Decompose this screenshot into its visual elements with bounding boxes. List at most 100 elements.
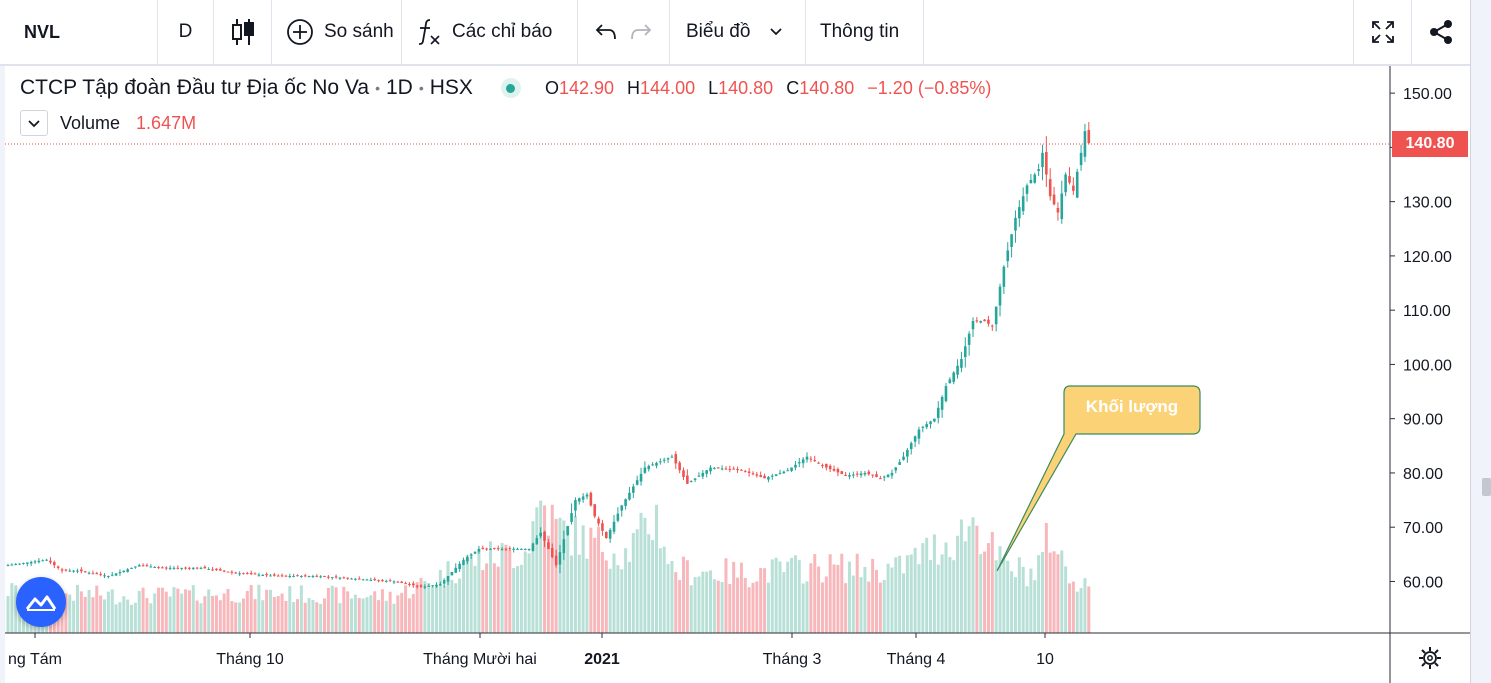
candle-body	[597, 518, 600, 524]
legend-separator: •	[418, 80, 424, 96]
volume-bar	[1010, 571, 1014, 633]
indicators-button[interactable]: Các chỉ báo	[402, 0, 578, 64]
volume-bar	[311, 599, 315, 633]
interval-button[interactable]: D	[158, 0, 214, 64]
candle-body	[1083, 131, 1087, 157]
volume-bar	[72, 600, 76, 633]
candle-body	[983, 319, 986, 322]
candle-body	[817, 462, 820, 464]
volume-bar	[64, 593, 68, 633]
volume-bar	[195, 600, 199, 633]
candle-body	[697, 475, 701, 477]
compare-button[interactable]: So sánh	[272, 0, 402, 64]
volume-bar	[543, 505, 547, 633]
market-status-icon[interactable]	[500, 78, 521, 98]
volume-bar	[330, 585, 334, 633]
low-key: L	[708, 77, 719, 98]
volume-bar	[191, 585, 195, 633]
volume-bar	[940, 554, 944, 633]
volume-bar	[299, 585, 303, 633]
info-button[interactable]: Thông tin	[806, 0, 924, 64]
undo-icon[interactable]	[594, 22, 618, 42]
tradingview-logo[interactable]	[16, 577, 66, 627]
volume-bar	[203, 596, 207, 633]
candle-body	[666, 458, 670, 460]
price-chart[interactable]: 150.00140.00130.00120.00110.00100.0090.0…	[0, 66, 1470, 683]
candle-body	[500, 548, 504, 550]
candle-body	[1064, 174, 1067, 193]
volume-bar	[519, 564, 523, 633]
candle-body	[41, 560, 45, 562]
volume-bar	[651, 539, 655, 633]
candle-body	[963, 346, 967, 358]
volume-bar	[388, 591, 392, 633]
candle-body	[373, 578, 376, 581]
volume-bar	[886, 563, 890, 633]
chart-type-dropdown[interactable]: Biểu đồ	[670, 0, 806, 64]
volume-bar	[400, 592, 404, 633]
price-tick-label: 130.00	[1403, 195, 1452, 212]
collapse-legend-button[interactable]	[20, 110, 48, 136]
chart-style-button[interactable]	[214, 0, 272, 64]
candle-body	[234, 572, 238, 574]
volume-bars	[6, 500, 1091, 633]
candle-body	[130, 567, 133, 569]
candle-body	[1033, 174, 1037, 183]
candle-body	[836, 469, 840, 473]
candle-body	[921, 426, 925, 428]
share-button[interactable]	[1412, 0, 1470, 64]
volume-bar	[1075, 591, 1079, 633]
volume-bar	[546, 535, 550, 633]
volume-bar	[415, 582, 419, 633]
gear-icon[interactable]	[1416, 644, 1444, 672]
candle-body	[790, 467, 793, 471]
volume-bar	[133, 602, 137, 633]
volume-bar	[492, 563, 496, 633]
volume-bar	[211, 595, 215, 633]
time-scale[interactable]: ng Tám Tháng 10 Tháng Mười hai 2021 Tháng 3 T…	[8, 633, 1054, 668]
time-tick-label: 10	[1036, 651, 1054, 668]
volume-bar	[1071, 581, 1075, 633]
candle-body	[392, 581, 396, 583]
volume-bar	[280, 593, 284, 633]
volume-bar	[824, 576, 828, 633]
candle-body	[211, 569, 214, 571]
volume-bar	[589, 527, 593, 633]
volume-bar	[427, 582, 431, 633]
volume-bar	[454, 583, 458, 633]
candle-body	[180, 567, 183, 569]
candle-body	[83, 571, 87, 573]
volume-bar	[890, 567, 894, 633]
candle-body	[346, 577, 349, 579]
candle-body	[342, 577, 346, 579]
candle-body	[535, 538, 539, 545]
volume-bar	[438, 569, 442, 633]
volume-bar	[334, 587, 338, 633]
candle-body	[396, 581, 400, 583]
volume-bar	[187, 590, 191, 633]
symbol-search-button[interactable]: NVL	[0, 0, 158, 64]
candle-body	[423, 586, 427, 588]
candle-body	[1010, 234, 1013, 247]
scroll-handle[interactable]	[1482, 478, 1491, 496]
volume-bar	[253, 599, 257, 633]
price-scale[interactable]: 150.00140.00130.00120.00110.00100.0090.0…	[1390, 86, 1452, 591]
candle-body	[543, 531, 546, 541]
open-key: O	[544, 77, 559, 98]
candle-body	[222, 570, 226, 572]
price-tick-label: 120.00	[1403, 249, 1452, 266]
fullscreen-button[interactable]	[1354, 0, 1412, 64]
candle-body	[593, 504, 597, 517]
candle-body	[284, 575, 288, 577]
volume-bar	[126, 599, 130, 633]
volume-bar	[878, 582, 882, 633]
candle-body	[585, 494, 589, 497]
redo-icon[interactable]	[629, 22, 653, 42]
candle-body	[64, 569, 68, 571]
volume-bar	[616, 565, 620, 633]
candle-body	[651, 464, 654, 466]
candle-body	[477, 548, 481, 552]
volume-bar	[600, 552, 604, 633]
volume-bar	[75, 584, 79, 633]
volume-bar	[990, 531, 994, 633]
